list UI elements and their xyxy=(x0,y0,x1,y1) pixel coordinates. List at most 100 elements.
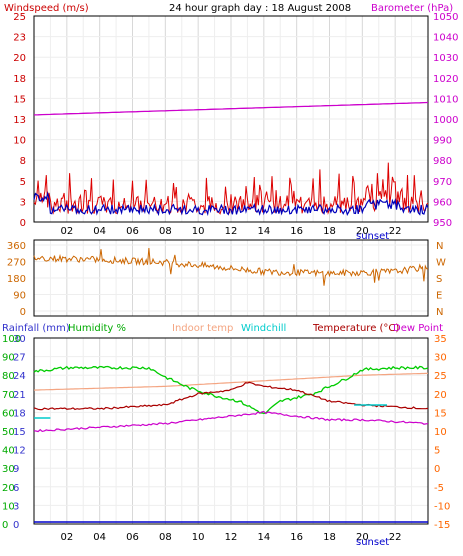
barometer-tick-label: 950 xyxy=(433,218,452,229)
wind-average-series xyxy=(33,191,429,217)
humidity-tick-label: 100 xyxy=(2,334,21,345)
windspeed-tick-label: 3 xyxy=(20,197,26,208)
temperature-tick-label: 0 xyxy=(434,464,440,475)
windspeed-ticks: 25 23 20 18 15 13 10 8 5 3 0 xyxy=(13,12,26,229)
hour-tick-label: 02 xyxy=(60,226,73,237)
hour-tick-label: 08 xyxy=(159,226,172,237)
barometer-tick-label: 1020 xyxy=(433,74,458,85)
hour-tick-label: 04 xyxy=(93,226,106,237)
hour-tick-label: 06 xyxy=(126,532,139,543)
hour-tick-label: 10 xyxy=(192,226,205,237)
windspeed-tick-label: 23 xyxy=(13,33,26,44)
wind-hour-ticks: 02 04 06 08 10 12 14 16 18 20 22 xyxy=(60,226,401,237)
humidity-tick-label: 10 xyxy=(2,501,15,512)
barometer-tick-label: 970 xyxy=(433,177,452,188)
windspeed-tick-label: 5 xyxy=(20,177,26,188)
windspeed-tick-label: 15 xyxy=(13,94,26,105)
windspeed-tick-label: 18 xyxy=(13,74,26,85)
indoor-temp-series xyxy=(33,372,429,391)
hour-tick-label: 14 xyxy=(257,532,270,543)
temperature-tick-label: 25 xyxy=(434,371,447,382)
humidity-tick-label: 60 xyxy=(2,408,15,419)
compass-tick-label: S xyxy=(436,274,442,285)
humidity-tick-label: 30 xyxy=(2,464,15,475)
temperature-tick-label: 30 xyxy=(434,353,447,364)
humidity-tick-label: 90 xyxy=(2,353,15,364)
windspeed-tick-label: 20 xyxy=(13,53,26,64)
hour-tick-label: 16 xyxy=(290,532,303,543)
hour-tick-label: 12 xyxy=(225,226,238,237)
hour-tick-label: 10 xyxy=(192,532,205,543)
barometer-ticks: 1050 1040 1030 1020 1010 1000 990 980 970 960 950 xyxy=(433,12,458,229)
rainfall-tick-label: 0 xyxy=(13,520,19,531)
barometer-tick-label: 1050 xyxy=(433,12,458,23)
hour-tick-label: 16 xyxy=(290,226,303,237)
hour-tick-label: 14 xyxy=(257,226,270,237)
humidity-tick-label: 0 xyxy=(2,520,8,531)
legend-windchill: Windchill xyxy=(241,323,286,334)
legend-indoor-temp: Indoor temp xyxy=(172,323,233,334)
rainfall-tick-label: 21 xyxy=(13,390,26,401)
barometer-tick-label: 1030 xyxy=(433,53,458,64)
temp-hour-ticks: 02 04 06 08 10 12 14 16 18 20 22 xyxy=(60,532,401,543)
humidity-tick-label: 50 xyxy=(2,427,15,438)
hour-tick-label: 20 xyxy=(356,532,369,543)
hour-tick-label: 08 xyxy=(159,532,172,543)
barometer-tick-label: 1040 xyxy=(433,33,458,44)
hour-tick-label: 04 xyxy=(93,532,106,543)
barometer-tick-label: 990 xyxy=(433,136,452,147)
hour-tick-label: 22 xyxy=(389,532,402,543)
direction-tick-label: 0 xyxy=(20,307,26,318)
wind-direction-series xyxy=(33,248,429,286)
rainfall-tick-label: 3 xyxy=(13,501,19,512)
humidity-tick-label: 70 xyxy=(2,390,15,401)
barometer-tick-label: 960 xyxy=(433,197,452,208)
rainfall-tick-label: 24 xyxy=(13,371,26,382)
series-layer xyxy=(33,101,429,523)
sunset-label-top: sunset xyxy=(356,231,389,242)
hour-tick-label: 02 xyxy=(60,532,73,543)
temperature-tick-label: 35 xyxy=(434,334,447,345)
humidity-tick-label: 40 xyxy=(2,446,15,457)
humidity-tick-label: 80 xyxy=(2,371,15,382)
chart-title: 24 hour graph day : 18 August 2008 xyxy=(169,3,351,14)
rainfall-tick-label: 18 xyxy=(13,408,26,419)
compass-tick-label: N xyxy=(436,307,443,318)
hour-tick-label: 20 xyxy=(356,226,369,237)
direction-tick-label: 90 xyxy=(13,291,26,302)
temperature-series xyxy=(33,381,429,411)
rainfall-tick-label: 27 xyxy=(13,353,26,364)
windspeed-tick-label: 8 xyxy=(20,156,26,167)
hour-tick-label: 22 xyxy=(389,226,402,237)
temperature-tick-label: -10 xyxy=(434,501,450,512)
windspeed-tick-label: 0 xyxy=(20,218,26,229)
temperature-ticks: 35 30 25 20 15 10 5 0 -5 -10 -15 xyxy=(434,334,450,531)
legend-dew-point: Dew Point xyxy=(393,323,443,334)
direction-panel-grid xyxy=(34,240,428,316)
hour-tick-label: 18 xyxy=(323,532,336,543)
legend-rainfall: Rainfall (mm) xyxy=(2,323,70,334)
hour-tick-label: 18 xyxy=(323,226,336,237)
direction-tick-label: 180 xyxy=(7,274,26,285)
temp-panel-grid xyxy=(34,337,428,525)
rainfall-tick-label: 12 xyxy=(13,446,26,457)
barometer-tick-label: 1010 xyxy=(433,94,458,105)
humidity-tick-label: 20 xyxy=(2,483,15,494)
dew-point-series xyxy=(33,410,429,433)
barometer-tick-label: 980 xyxy=(433,156,452,167)
temperature-tick-label: 5 xyxy=(434,446,440,457)
compass-tick-label: N xyxy=(436,241,443,252)
rainfall-tick-label: 6 xyxy=(13,483,19,494)
legend-temperature: Temperature (°C) xyxy=(312,323,399,334)
temperature-tick-label: -5 xyxy=(434,483,444,494)
rainfall-tick-label: 30 xyxy=(13,334,26,345)
temperature-tick-label: 10 xyxy=(434,427,447,438)
barometer-axis-title: Barometer (hPa) xyxy=(371,3,453,14)
hour-tick-label: 06 xyxy=(126,226,139,237)
temperature-tick-label: 15 xyxy=(434,408,447,419)
windspeed-tick-label: 10 xyxy=(13,136,26,147)
hour-tick-label: 12 xyxy=(225,532,238,543)
